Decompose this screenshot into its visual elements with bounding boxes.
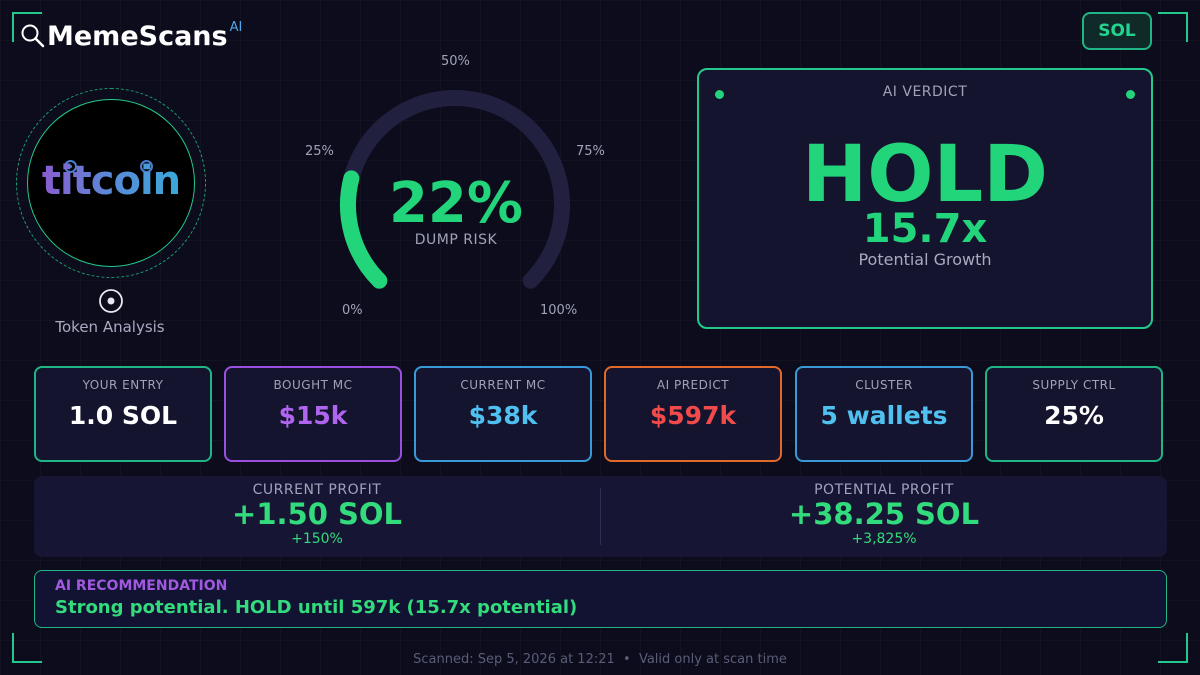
stat-label: SUPPLY CTRL bbox=[1032, 378, 1116, 392]
gauge-scale-100: 100% bbox=[540, 303, 578, 318]
corner-bracket-bottom-right bbox=[1158, 633, 1188, 663]
gauge-scale-50: 50% bbox=[441, 54, 470, 69]
profit-divider bbox=[600, 488, 601, 545]
verdict-decision: HOLD bbox=[801, 130, 1049, 220]
token-logo-dot bbox=[140, 160, 153, 173]
dump-risk-gauge bbox=[340, 90, 570, 289]
stat-card-current-mc: CURRENT MC $38k bbox=[414, 366, 592, 462]
corner-bracket-top-left bbox=[12, 12, 42, 42]
potential-profit-label: POTENTIAL PROFIT bbox=[814, 482, 954, 498]
brand-logo: MemeScans AI bbox=[20, 18, 242, 56]
potential-profit: POTENTIAL PROFIT +38.25 SOL +3,825% bbox=[601, 476, 1167, 548]
verdict-multiple: 15.7x bbox=[862, 206, 988, 252]
stat-value: 1.0 SOL bbox=[68, 401, 178, 430]
gauge-scale-75: 75% bbox=[576, 144, 605, 159]
stat-label: CURRENT MC bbox=[460, 378, 546, 392]
brand-name: MemeScans bbox=[47, 21, 228, 52]
ai-verdict-panel: AI VERDICT HOLD 15.7x Potential Growth bbox=[697, 68, 1153, 329]
status-led bbox=[715, 90, 724, 99]
verdict-subtitle: Potential Growth bbox=[858, 250, 992, 269]
corner-bracket-bottom-left bbox=[12, 633, 42, 663]
corner-bracket-top-right bbox=[1158, 12, 1188, 42]
recommendation-text: Strong potential. HOLD until 597k (15.7x… bbox=[55, 597, 578, 618]
magnifier-icon bbox=[21, 24, 45, 48]
stat-value: 25% bbox=[1044, 401, 1104, 430]
stat-value: $38k bbox=[468, 401, 538, 430]
recommendation-label: AI RECOMMENDATION bbox=[55, 578, 228, 594]
brand-superscript: AI bbox=[229, 20, 243, 35]
dump-risk-value: 22% bbox=[388, 171, 524, 236]
stat-card-supply-ctrl: SUPPLY CTRL 25% bbox=[985, 366, 1163, 462]
ai-recommendation: AI RECOMMENDATION Strong potential. HOLD… bbox=[34, 570, 1167, 628]
gauge-fill bbox=[340, 170, 388, 289]
current-profit-percent: +150% bbox=[291, 531, 343, 547]
stat-card-cluster: CLUSTER 5 wallets bbox=[795, 366, 973, 462]
token-caption: Token Analysis bbox=[55, 318, 165, 336]
current-profit-label: CURRENT PROFIT bbox=[252, 482, 382, 498]
current-profit-value: +1.50 SOL bbox=[232, 497, 402, 531]
stat-card-entry: YOUR ENTRY 1.0 SOL bbox=[34, 366, 212, 462]
stat-card-bought-mc: BOUGHT MC $15k bbox=[224, 366, 402, 462]
gauge-scale-25: 25% bbox=[305, 144, 334, 159]
profit-panel: CURRENT PROFIT +1.50 SOL +150% POTENTIAL… bbox=[34, 476, 1167, 557]
stat-card-ai-predict: AI PREDICT $597k bbox=[604, 366, 782, 462]
token-logo-dot bbox=[64, 160, 77, 173]
token-ring bbox=[16, 88, 206, 278]
target-icon bbox=[99, 289, 123, 313]
token-name: titcoin bbox=[41, 158, 181, 204]
stat-value: $15k bbox=[278, 401, 348, 430]
stat-value: $597k bbox=[649, 401, 737, 430]
stat-label: CLUSTER bbox=[855, 378, 913, 392]
chain-button[interactable]: SOL bbox=[1082, 12, 1152, 50]
status-led bbox=[1126, 90, 1135, 99]
scan-timestamp: Scanned: Sep 5, 2026 at 12:21 • Valid on… bbox=[413, 652, 787, 667]
dump-risk-caption: DUMP RISK bbox=[414, 232, 498, 248]
stat-label: YOUR ENTRY bbox=[82, 378, 164, 392]
potential-profit-value: +38.25 SOL bbox=[788, 497, 980, 531]
stat-value: 5 wallets bbox=[820, 401, 948, 430]
verdict-title: AI VERDICT bbox=[882, 84, 968, 100]
token-logo: titcoin bbox=[27, 99, 195, 267]
stat-label: BOUGHT MC bbox=[273, 378, 353, 392]
current-profit: CURRENT PROFIT +1.50 SOL +150% bbox=[34, 476, 600, 548]
stat-label: AI PREDICT bbox=[656, 378, 730, 392]
potential-profit-percent: +3,825% bbox=[851, 531, 917, 547]
gauge-scale-0: 0% bbox=[342, 303, 363, 318]
